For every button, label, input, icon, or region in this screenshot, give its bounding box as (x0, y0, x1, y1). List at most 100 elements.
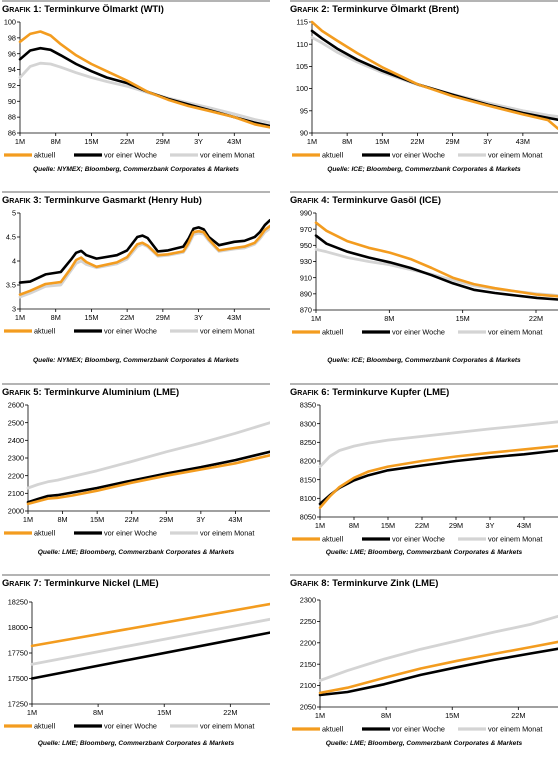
chart-panel: Grafik 6: Terminkurve Kupfer (LME) 8050 81… (290, 383, 558, 561)
chart-title-text: Terminkurve Aluminium (LME) (41, 386, 180, 397)
y-tick-label: 2500 (8, 418, 24, 427)
chart-source: Quelle: LME; Bloomberg, Commerzbank Corp… (325, 740, 523, 747)
legend-item-vor-einer-woche: vor einer Woche (362, 535, 445, 544)
y-tick-label: 8050 (300, 513, 316, 522)
x-tick-label: 1M (315, 521, 325, 530)
legend-label: vor einer Woche (392, 535, 445, 544)
legend-label: aktuell (322, 535, 343, 544)
chart-panel: Grafik 1: Terminkurve Ölmarkt (WTI) 86 88 9… (2, 0, 270, 178)
series-line-aktuell (310, 20, 558, 130)
chart-number: Grafik 7: (2, 577, 42, 588)
line-chart: 86 88 90 92 94 96 98 100 1M 8M 15M 22M 29M 3Y 43M aktue… (4, 18, 270, 160)
x-tick-label: 3Y (486, 521, 495, 530)
x-tick-label: 15M (445, 711, 459, 720)
legend-label: vor einem Monat (488, 151, 542, 160)
chart-title: Grafik 4: Terminkurve Gasöl (ICE) (290, 191, 558, 206)
x-tick-label: 8M (58, 515, 68, 524)
y-tick-label: 110 (296, 40, 308, 49)
chart-number: Grafik 6: (290, 386, 330, 397)
y-tick-label: 970 (300, 225, 312, 234)
y-tick-label: 100 (4, 18, 16, 27)
x-tick-label: 8M (93, 708, 103, 717)
x-tick-label: 22M (223, 708, 237, 717)
x-tick-label: 43M (227, 313, 241, 322)
x-tick-label: 29M (445, 137, 459, 146)
series-line-vor-einem-monat (318, 420, 558, 468)
x-tick-label: 8M (349, 521, 359, 530)
y-tick-label: 98 (8, 33, 16, 42)
y-tick-label: 18250 (8, 598, 28, 607)
legend-label: aktuell (322, 151, 343, 160)
chart-panel: Grafik 2: Terminkurve Ölmarkt (Brent) 90 9… (290, 0, 558, 178)
y-tick-label: 2600 (8, 401, 24, 410)
line-chart: 3 3.5 4 4.5 5 1M 8M 15M 22M 29M 3Y 43M aktuell vor ei… (4, 209, 270, 336)
chart-panel: Grafik 4: Terminkurve Gasöl (ICE) 870 890 9… (290, 191, 558, 369)
x-tick-label: 22M (529, 314, 543, 323)
y-tick-label: 90 (8, 97, 16, 106)
chart-title-text: Terminkurve Nickel (LME) (41, 577, 159, 588)
y-tick-label: 930 (300, 257, 312, 266)
x-tick-label: 1M (27, 708, 37, 717)
x-tick-label: 15M (157, 708, 171, 717)
x-tick-label: 22M (120, 313, 134, 322)
legend-item-aktuell: aktuell (292, 151, 343, 160)
x-tick-label: 3Y (483, 137, 492, 146)
legend-label: aktuell (34, 327, 55, 336)
y-tick-label: 95 (300, 106, 308, 115)
series-line-aktuell (30, 602, 270, 648)
chart-panel: Grafik 5: Terminkurve Aluminium (LME) 200… (2, 383, 270, 561)
chart-source: Quelle: NYMEX; Bloomberg, Commerzbank Co… (33, 166, 239, 173)
chart-source: Quelle: ICE; Bloomberg, Commerzbank Corp… (327, 166, 521, 173)
legend-item-vor-einer-woche: vor einer Woche (74, 327, 157, 336)
line-chart: 90 95 100 105 110 115 1M 8M 15M 22M 29M 3Y 43M aktuel… (292, 18, 558, 160)
chart-number: Grafik 8: (290, 577, 330, 588)
y-tick-label: 2050 (300, 703, 316, 712)
x-tick-label: 22M (125, 515, 139, 524)
y-tick-label: 100 (296, 84, 308, 93)
series-line-vor-einer-woche (314, 234, 558, 301)
legend-item-aktuell: aktuell (292, 535, 343, 544)
y-tick-label: 105 (296, 62, 308, 71)
series-line-vor-einem-monat (30, 617, 270, 666)
series-line-vor-einer-woche (318, 647, 558, 697)
x-tick-label: 43M (517, 521, 531, 530)
line-chart: 8050 8100 8150 8200 8250 8300 8350 1M 8M 15M 22M 29… (292, 401, 558, 544)
y-tick-label: 96 (8, 49, 16, 58)
y-tick-label: 115 (296, 18, 308, 27)
legend-item-vor-einer-woche: vor einer Woche (362, 328, 445, 337)
x-tick-label: 22M (410, 137, 424, 146)
chart-title-text: Terminkurve Kupfer (LME) (329, 386, 450, 397)
legend-item-vor-einer-woche: vor einer Woche (74, 722, 157, 731)
x-tick-label: 8M (381, 711, 391, 720)
y-tick-label: 17250 (8, 700, 28, 709)
x-tick-label: 8M (51, 313, 61, 322)
chart-source: Quelle: LME; Bloomberg, Commerzbank Corp… (325, 549, 523, 556)
series-line-vor-einem-monat (314, 248, 558, 297)
x-tick-label: 3Y (196, 515, 205, 524)
line-chart: 870 890 910 930 950 970 990 1M 8M 15M 22M aktuell vo… (292, 209, 558, 337)
x-tick-label: 8M (384, 314, 394, 323)
legend-label: vor einer Woche (104, 151, 157, 160)
chart-title-text: Terminkurve Gasöl (ICE) (329, 194, 441, 205)
legend-label: vor einem Monat (200, 327, 254, 336)
x-tick-label: 29M (156, 137, 170, 146)
chart-source: Quelle: ICE; Bloomberg, Commerzbank Corp… (327, 357, 521, 364)
series-line-aktuell (18, 30, 270, 129)
x-tick-label: 22M (120, 137, 134, 146)
x-tick-label: 1M (15, 137, 25, 146)
x-tick-label: 8M (342, 137, 352, 146)
x-tick-label: 1M (23, 515, 33, 524)
y-tick-label: 8250 (300, 438, 316, 447)
legend-item-aktuell: aktuell (4, 722, 55, 731)
legend-label: vor einer Woche (104, 529, 157, 538)
legend-label: aktuell (34, 529, 55, 538)
x-tick-label: 8M (51, 137, 61, 146)
x-tick-label: 15M (456, 314, 470, 323)
y-tick-label: 90 (300, 129, 308, 138)
series-line-vor-einer-woche (18, 218, 270, 284)
y-tick-label: 2100 (300, 681, 316, 690)
chart-source: Quelle: LME; Bloomberg, Commerzbank Corp… (37, 740, 235, 747)
x-tick-label: 1M (307, 137, 317, 146)
chart-title: Grafik 3: Terminkurve Gasmarkt (Henry Hu… (2, 191, 270, 206)
y-tick-label: 2000 (8, 507, 24, 516)
